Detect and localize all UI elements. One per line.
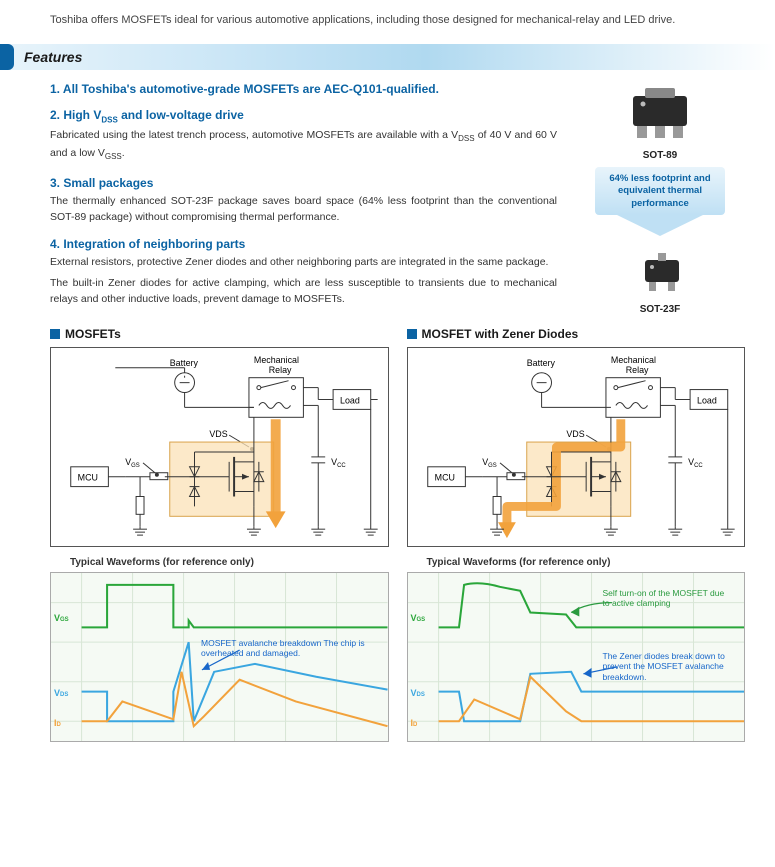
vgs-label: VGS (54, 613, 69, 623)
diagram2-title: MOSFET with Zener Diodes (407, 327, 746, 341)
feature-1-title: 1. All Toshiba's automotive-grade MOSFET… (50, 82, 557, 96)
svg-text:MechanicalRelay: MechanicalRelay (254, 355, 299, 375)
svg-text:VGS: VGS (125, 457, 140, 469)
sot23f-icon (625, 250, 695, 298)
wave2-title: Typical Waveforms (for reference only) (427, 557, 746, 568)
feature-2: 2. High VDSS and low-voltage drive Fabri… (50, 108, 557, 164)
feature-2-title: 2. High VDSS and low-voltage drive (50, 108, 557, 124)
sot89-icon (615, 86, 705, 144)
feature-4-title: 4. Integration of neighboring parts (50, 237, 557, 251)
sot89-label: SOT-89 (575, 150, 745, 161)
feature-3-body: The thermally enhanced SOT-23F package s… (50, 193, 557, 226)
circuit-diagram-2: Battery MechanicalRelay Load VDS (407, 347, 746, 547)
svg-text:VDS: VDS (566, 429, 584, 439)
intro-text: Toshiba offers MOSFETs ideal for various… (50, 12, 745, 30)
feature-3: 3. Small packages The thermally enhanced… (50, 176, 557, 226)
feature-4: 4. Integration of neighboring parts Exte… (50, 237, 557, 307)
svg-text:Load: Load (697, 396, 717, 406)
svg-text:VCC: VCC (688, 457, 703, 469)
diagram1-title: MOSFETs (50, 327, 389, 341)
feature-1: 1. All Toshiba's automotive-grade MOSFET… (50, 82, 557, 96)
square-bullet-icon (50, 329, 60, 339)
svg-text:MCU: MCU (78, 473, 98, 483)
features-tab (0, 44, 14, 70)
svg-text:VCC: VCC (331, 457, 346, 469)
svg-text:Load: Load (340, 396, 360, 406)
svg-text:VGS: VGS (482, 457, 497, 469)
vgs-label: VGS (411, 613, 426, 623)
features-title: Features (24, 49, 82, 65)
waveform-1: VGS VDS ID MOSFET avalanche breakdown Th… (50, 572, 389, 742)
id-label: ID (54, 718, 61, 728)
sot23f-label: SOT-23F (575, 304, 745, 315)
svg-text:VDS: VDS (209, 429, 227, 439)
square-bullet-icon (407, 329, 417, 339)
waveform-2: VGS VDS ID Self turn-on of the MOSFET du… (407, 572, 746, 742)
feature-4-body2: The built-in Zener diodes for active cla… (50, 275, 557, 308)
arrow-head-icon (615, 214, 705, 236)
id-label: ID (411, 718, 418, 728)
annotation-2a: Self turn-on of the MOSFET due to active… (603, 588, 728, 608)
svg-text:Battery: Battery (526, 358, 555, 368)
vds-label: VDS (54, 688, 68, 698)
circuit-diagram-1: Battery MechanicalRelay Load VDS (50, 347, 389, 547)
annotation-1: MOSFET avalanche breakdown The chip is o… (201, 638, 366, 658)
wave1-title: Typical Waveforms (for reference only) (70, 557, 389, 568)
feature-4-body1: External resistors, protective Zener dio… (50, 254, 557, 270)
feature-3-title: 3. Small packages (50, 176, 557, 190)
svg-text:MechanicalRelay: MechanicalRelay (610, 355, 655, 375)
features-header: Features (0, 44, 775, 70)
annotation-2b: The Zener diodes break down to prevent t… (603, 651, 728, 682)
vds-label: VDS (411, 688, 425, 698)
svg-text:MCU: MCU (434, 473, 454, 483)
comparison-arrow: 64% less footprint and equivalent therma… (595, 167, 725, 236)
arrow-text: 64% less footprint and equivalent therma… (595, 167, 725, 215)
feature-2-body: Fabricated using the latest trench proce… (50, 127, 557, 164)
svg-text:Battery: Battery (170, 358, 199, 368)
